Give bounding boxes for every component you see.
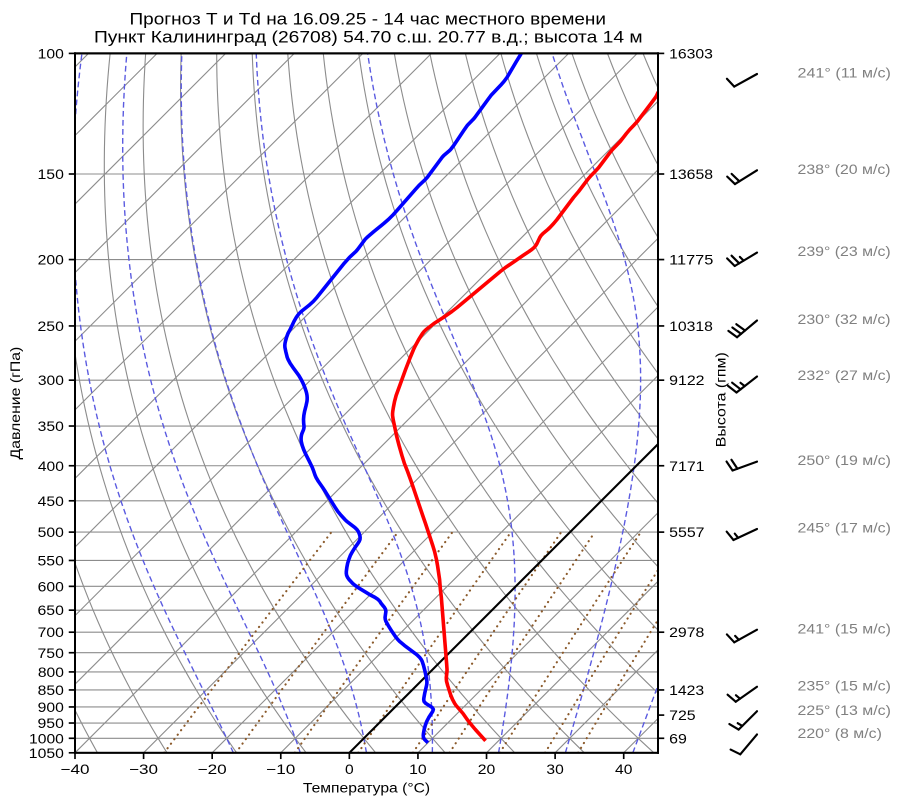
svg-text:650: 650 bbox=[38, 602, 65, 618]
svg-text:Высота (гпм): Высота (гпм) bbox=[713, 352, 729, 447]
svg-text:5557: 5557 bbox=[669, 524, 705, 540]
svg-text:232° (27 м/с): 232° (27 м/с) bbox=[798, 367, 891, 383]
svg-text:900: 900 bbox=[38, 699, 65, 715]
svg-text:1000: 1000 bbox=[29, 730, 64, 746]
svg-text:13658: 13658 bbox=[669, 166, 713, 182]
svg-text:30: 30 bbox=[546, 761, 564, 777]
svg-text:230° (32 м/с): 230° (32 м/с) bbox=[798, 311, 891, 327]
svg-text:238° (20 м/с): 238° (20 м/с) bbox=[798, 161, 891, 177]
svg-text:600: 600 bbox=[38, 578, 65, 594]
svg-text:1050: 1050 bbox=[29, 745, 64, 761]
svg-text:245° (17 м/с): 245° (17 м/с) bbox=[798, 520, 891, 536]
svg-text:241° (15 м/с): 241° (15 м/с) bbox=[798, 620, 891, 636]
svg-text:200: 200 bbox=[38, 252, 65, 268]
svg-text:725: 725 bbox=[669, 707, 696, 723]
svg-text:400: 400 bbox=[38, 458, 64, 474]
svg-text:Пункт Калининград (26708) 54.7: Пункт Калининград (26708) 54.70 с.ш. 20.… bbox=[94, 27, 643, 46]
svg-text:40: 40 bbox=[615, 761, 633, 777]
svg-text:9122: 9122 bbox=[669, 372, 705, 388]
svg-text:150: 150 bbox=[38, 166, 65, 182]
svg-text:2978: 2978 bbox=[669, 624, 705, 640]
svg-text:850: 850 bbox=[38, 682, 65, 698]
svg-text:69: 69 bbox=[669, 730, 687, 746]
svg-text:11775: 11775 bbox=[669, 252, 714, 268]
svg-text:239° (23 м/с): 239° (23 м/с) bbox=[798, 243, 891, 259]
svg-text:10318: 10318 bbox=[669, 318, 713, 334]
svg-text:100: 100 bbox=[38, 45, 65, 61]
svg-text:Температура (°C): Температура (°C) bbox=[303, 779, 430, 795]
svg-text:20: 20 bbox=[478, 761, 496, 777]
svg-text:800: 800 bbox=[38, 664, 64, 680]
svg-text:700: 700 bbox=[38, 624, 65, 640]
svg-text:950: 950 bbox=[38, 715, 65, 731]
svg-text:550: 550 bbox=[38, 552, 65, 568]
svg-text:500: 500 bbox=[38, 524, 65, 540]
svg-text:7171: 7171 bbox=[669, 458, 705, 474]
svg-text:−10: −10 bbox=[266, 761, 296, 777]
svg-text:1423: 1423 bbox=[669, 682, 704, 698]
svg-text:10: 10 bbox=[409, 761, 427, 777]
svg-text:241° (11 м/с): 241° (11 м/с) bbox=[798, 65, 891, 81]
svg-text:450: 450 bbox=[38, 493, 65, 509]
svg-text:225° (13 м/с): 225° (13 м/с) bbox=[798, 702, 891, 718]
svg-text:Прогноз Т и Td на 16.09.25 - 1: Прогноз Т и Td на 16.09.25 - 14 час мест… bbox=[129, 9, 606, 28]
svg-text:250: 250 bbox=[38, 318, 65, 334]
svg-text:0: 0 bbox=[345, 761, 354, 777]
svg-text:−40: −40 bbox=[61, 761, 90, 777]
svg-text:750: 750 bbox=[38, 645, 65, 661]
svg-text:220° (8 м/с): 220° (8 м/с) bbox=[798, 725, 882, 741]
svg-text:−30: −30 bbox=[129, 761, 158, 777]
svg-text:16303: 16303 bbox=[669, 45, 713, 61]
svg-text:−20: −20 bbox=[198, 761, 228, 777]
svg-text:Давление (гПа): Давление (гПа) bbox=[7, 347, 23, 460]
svg-text:250° (19 м/с): 250° (19 м/с) bbox=[798, 452, 891, 468]
svg-text:350: 350 bbox=[38, 418, 65, 434]
svg-text:300: 300 bbox=[38, 372, 64, 388]
svg-text:235° (15 м/с): 235° (15 м/с) bbox=[798, 677, 891, 693]
